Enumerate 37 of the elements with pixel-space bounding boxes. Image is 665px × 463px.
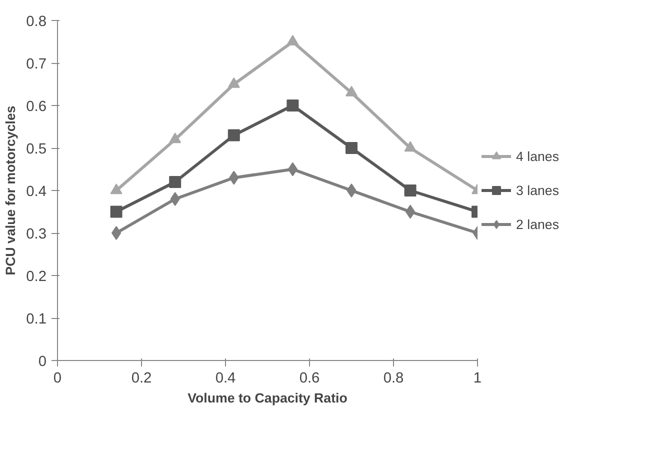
y-tick-label: 0: [38, 354, 47, 370]
legend-label: 3 lanes: [516, 182, 559, 198]
point: [288, 162, 298, 176]
point: [346, 184, 356, 198]
x-tick-label: 0.6: [299, 370, 320, 386]
point: [404, 184, 416, 196]
point: [169, 176, 182, 188]
point: [111, 226, 122, 240]
y-tick-label: 0.8: [26, 14, 46, 30]
y-tick-label: 0.4: [26, 184, 46, 200]
point: [346, 86, 358, 96]
point: [346, 142, 358, 154]
x-tick-label: 0.4: [215, 370, 236, 386]
y-tick-label: 0.5: [26, 142, 46, 158]
x-tick-label: 0.2: [131, 370, 152, 386]
point: [405, 204, 416, 219]
y-tick-label: 0.1: [26, 312, 46, 328]
x-tick-label: 0.8: [383, 370, 404, 386]
point: [228, 129, 240, 142]
legend-label: 4 lanes: [516, 148, 559, 164]
y-axis-title: PCU value for motorcycles: [3, 106, 18, 276]
y-tick-label: 0.2: [26, 269, 46, 285]
x-axis-title: Volume to Capacity Ratio: [188, 390, 348, 406]
point: [169, 132, 182, 144]
legend-label: 2 lanes: [516, 216, 559, 232]
y-tick-label: 0.3: [26, 226, 46, 242]
point: [404, 141, 416, 152]
y-tick-label: 0.6: [26, 99, 46, 115]
point: [110, 184, 122, 194]
point: [170, 192, 180, 206]
point: [286, 100, 299, 112]
x-tick-label: 0: [53, 370, 62, 386]
y-tick-label: 0.7: [26, 56, 46, 72]
x-tick-label: 1: [473, 370, 482, 386]
point: [228, 77, 240, 88]
point: [286, 34, 299, 46]
point: [110, 206, 122, 218]
